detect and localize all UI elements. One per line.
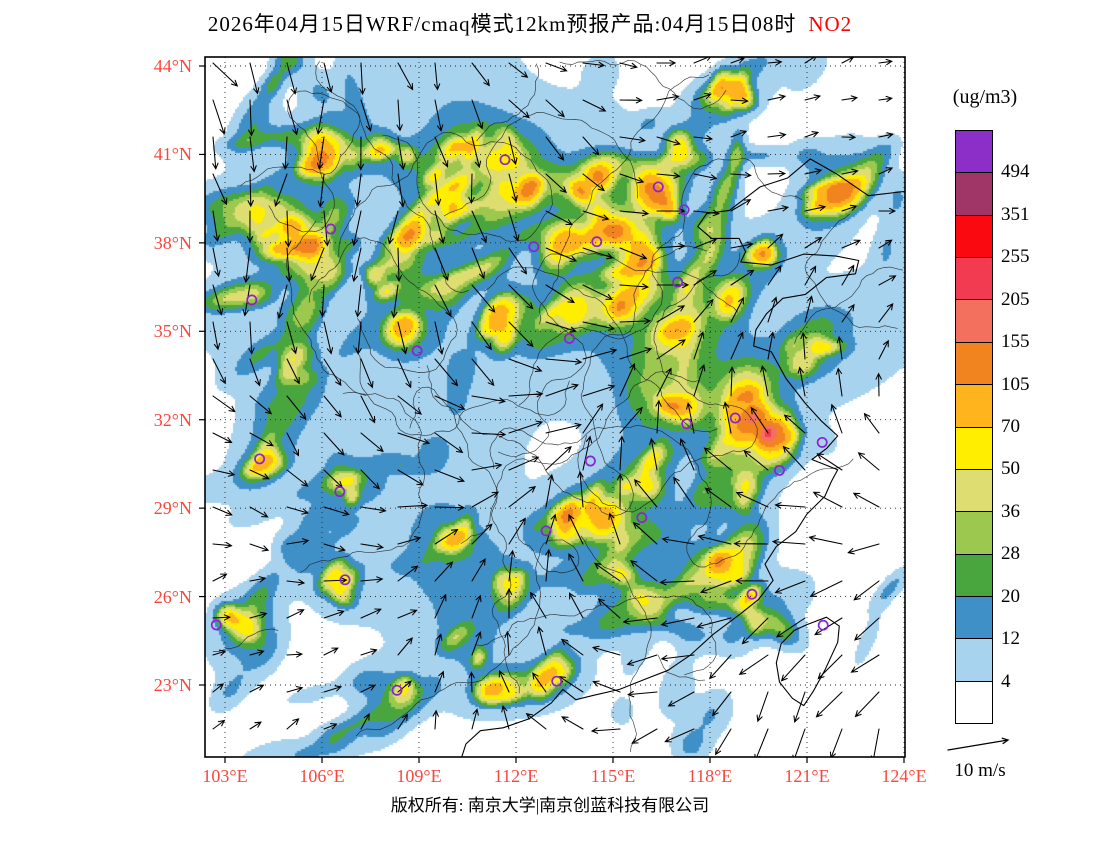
station-marker <box>774 464 785 476</box>
colorbar-tick-label: 70 <box>1001 416 1020 437</box>
station-marker <box>246 294 258 306</box>
colorbar-cell <box>955 680 993 725</box>
x-tick-label: 118°E <box>687 766 733 786</box>
wind-vectors <box>212 57 897 757</box>
station-marker <box>411 345 423 357</box>
page-title: 2026年04月15日WRF/cmaq模式12km预报产品:04月15日08时 N… <box>0 8 1060 38</box>
x-tick-label: 124°E <box>881 766 927 786</box>
colorbar-cell <box>955 172 993 216</box>
wind-reference-label: 10 m/s <box>954 760 1006 781</box>
map-overlay-svg <box>199 56 906 763</box>
title-species: NO2 <box>808 12 853 36</box>
colorbar-tick-label: 36 <box>1001 500 1020 522</box>
x-tick-label: 112°E <box>493 766 539 786</box>
colorbar-tick-label: 494 <box>1001 161 1030 183</box>
x-tick-label: 103°E <box>202 766 248 786</box>
wind-reference-arrow <box>947 737 1010 751</box>
station-marker <box>540 525 552 537</box>
colorbar-tick-label: 4 <box>1001 670 1011 692</box>
station-marker <box>391 684 403 696</box>
station-marker <box>551 675 563 687</box>
station-marker <box>816 436 828 448</box>
colorbar-cell <box>955 341 993 386</box>
station-marker <box>210 619 222 631</box>
station-marker <box>729 412 741 424</box>
colorbar-tick-label: 20 <box>1001 585 1020 607</box>
colorbar-cell <box>955 638 993 682</box>
graticule-gridlines <box>205 57 905 757</box>
province-boundaries <box>212 59 903 753</box>
x-tick-label: 106°E <box>299 766 345 786</box>
colorbar-cell <box>955 595 993 640</box>
colorbar-tick-label: 105 <box>1001 373 1030 395</box>
colorbar-tick-label: 28 <box>1001 543 1020 565</box>
station-marker <box>817 619 829 631</box>
copyright-footer: 版权所有: 南京大学|南京创蓝科技有限公司 <box>390 796 710 815</box>
colorbar-tick-label: 50 <box>1001 458 1020 480</box>
colorbar <box>955 130 993 725</box>
colorbar-tick-label: 12 <box>1001 628 1020 650</box>
y-tick-label: 41°N <box>153 144 192 165</box>
station-marker <box>499 154 511 166</box>
colorbar-cell <box>955 426 993 470</box>
station-marker <box>334 486 346 498</box>
colorbar-cell <box>955 299 993 343</box>
y-tick-label: 35°N <box>153 321 192 342</box>
x-tick-label: 109°E <box>396 766 442 786</box>
colorbar-cell <box>955 214 993 259</box>
station-marker <box>591 236 603 248</box>
station-marker <box>563 332 575 344</box>
station-marker <box>325 223 337 235</box>
colorbar-unit-label: (ug/m3) <box>952 86 1018 108</box>
colorbar-tick-label: 255 <box>1001 246 1030 268</box>
colorbar-tick-label: 351 <box>1001 203 1030 225</box>
station-marker <box>584 455 596 467</box>
station-marker <box>528 241 540 253</box>
y-tick-label: 38°N <box>153 232 192 253</box>
colorbar-cell <box>955 553 993 597</box>
coastline <box>461 158 905 757</box>
station-marker <box>672 276 684 288</box>
station-marker <box>339 574 351 586</box>
y-tick-label: 44°N <box>153 56 192 76</box>
colorbar-cell <box>955 468 993 513</box>
station-marker <box>678 204 690 216</box>
x-tick-label: 121°E <box>784 766 830 786</box>
colorbar-cell <box>955 257 993 301</box>
colorbar-cell <box>955 130 993 174</box>
station-marker <box>652 181 664 193</box>
station-marker <box>254 453 266 465</box>
station-marker <box>746 588 758 600</box>
y-tick-label: 29°N <box>153 498 192 519</box>
station-markers <box>210 154 829 696</box>
colorbar-tick-label: 205 <box>1001 288 1030 310</box>
y-tick-label: 26°N <box>153 586 192 607</box>
station-marker <box>636 512 648 524</box>
map-plot-area <box>199 56 906 763</box>
wind-reference-arrow-glyph <box>947 737 1010 751</box>
title-text: 2026年04月15日WRF/cmaq模式12km预报产品:04月15日08时 <box>207 12 797 36</box>
y-tick-label: 23°N <box>153 675 192 695</box>
colorbar-cell <box>955 384 993 428</box>
map-border <box>204 56 906 758</box>
axis-ticks <box>199 65 905 763</box>
x-tick-label: 115°E <box>590 766 636 786</box>
station-marker <box>681 418 693 430</box>
colorbar-tick-label: 155 <box>1001 331 1030 353</box>
y-tick-label: 32°N <box>153 409 192 430</box>
colorbar-cell <box>955 511 993 555</box>
